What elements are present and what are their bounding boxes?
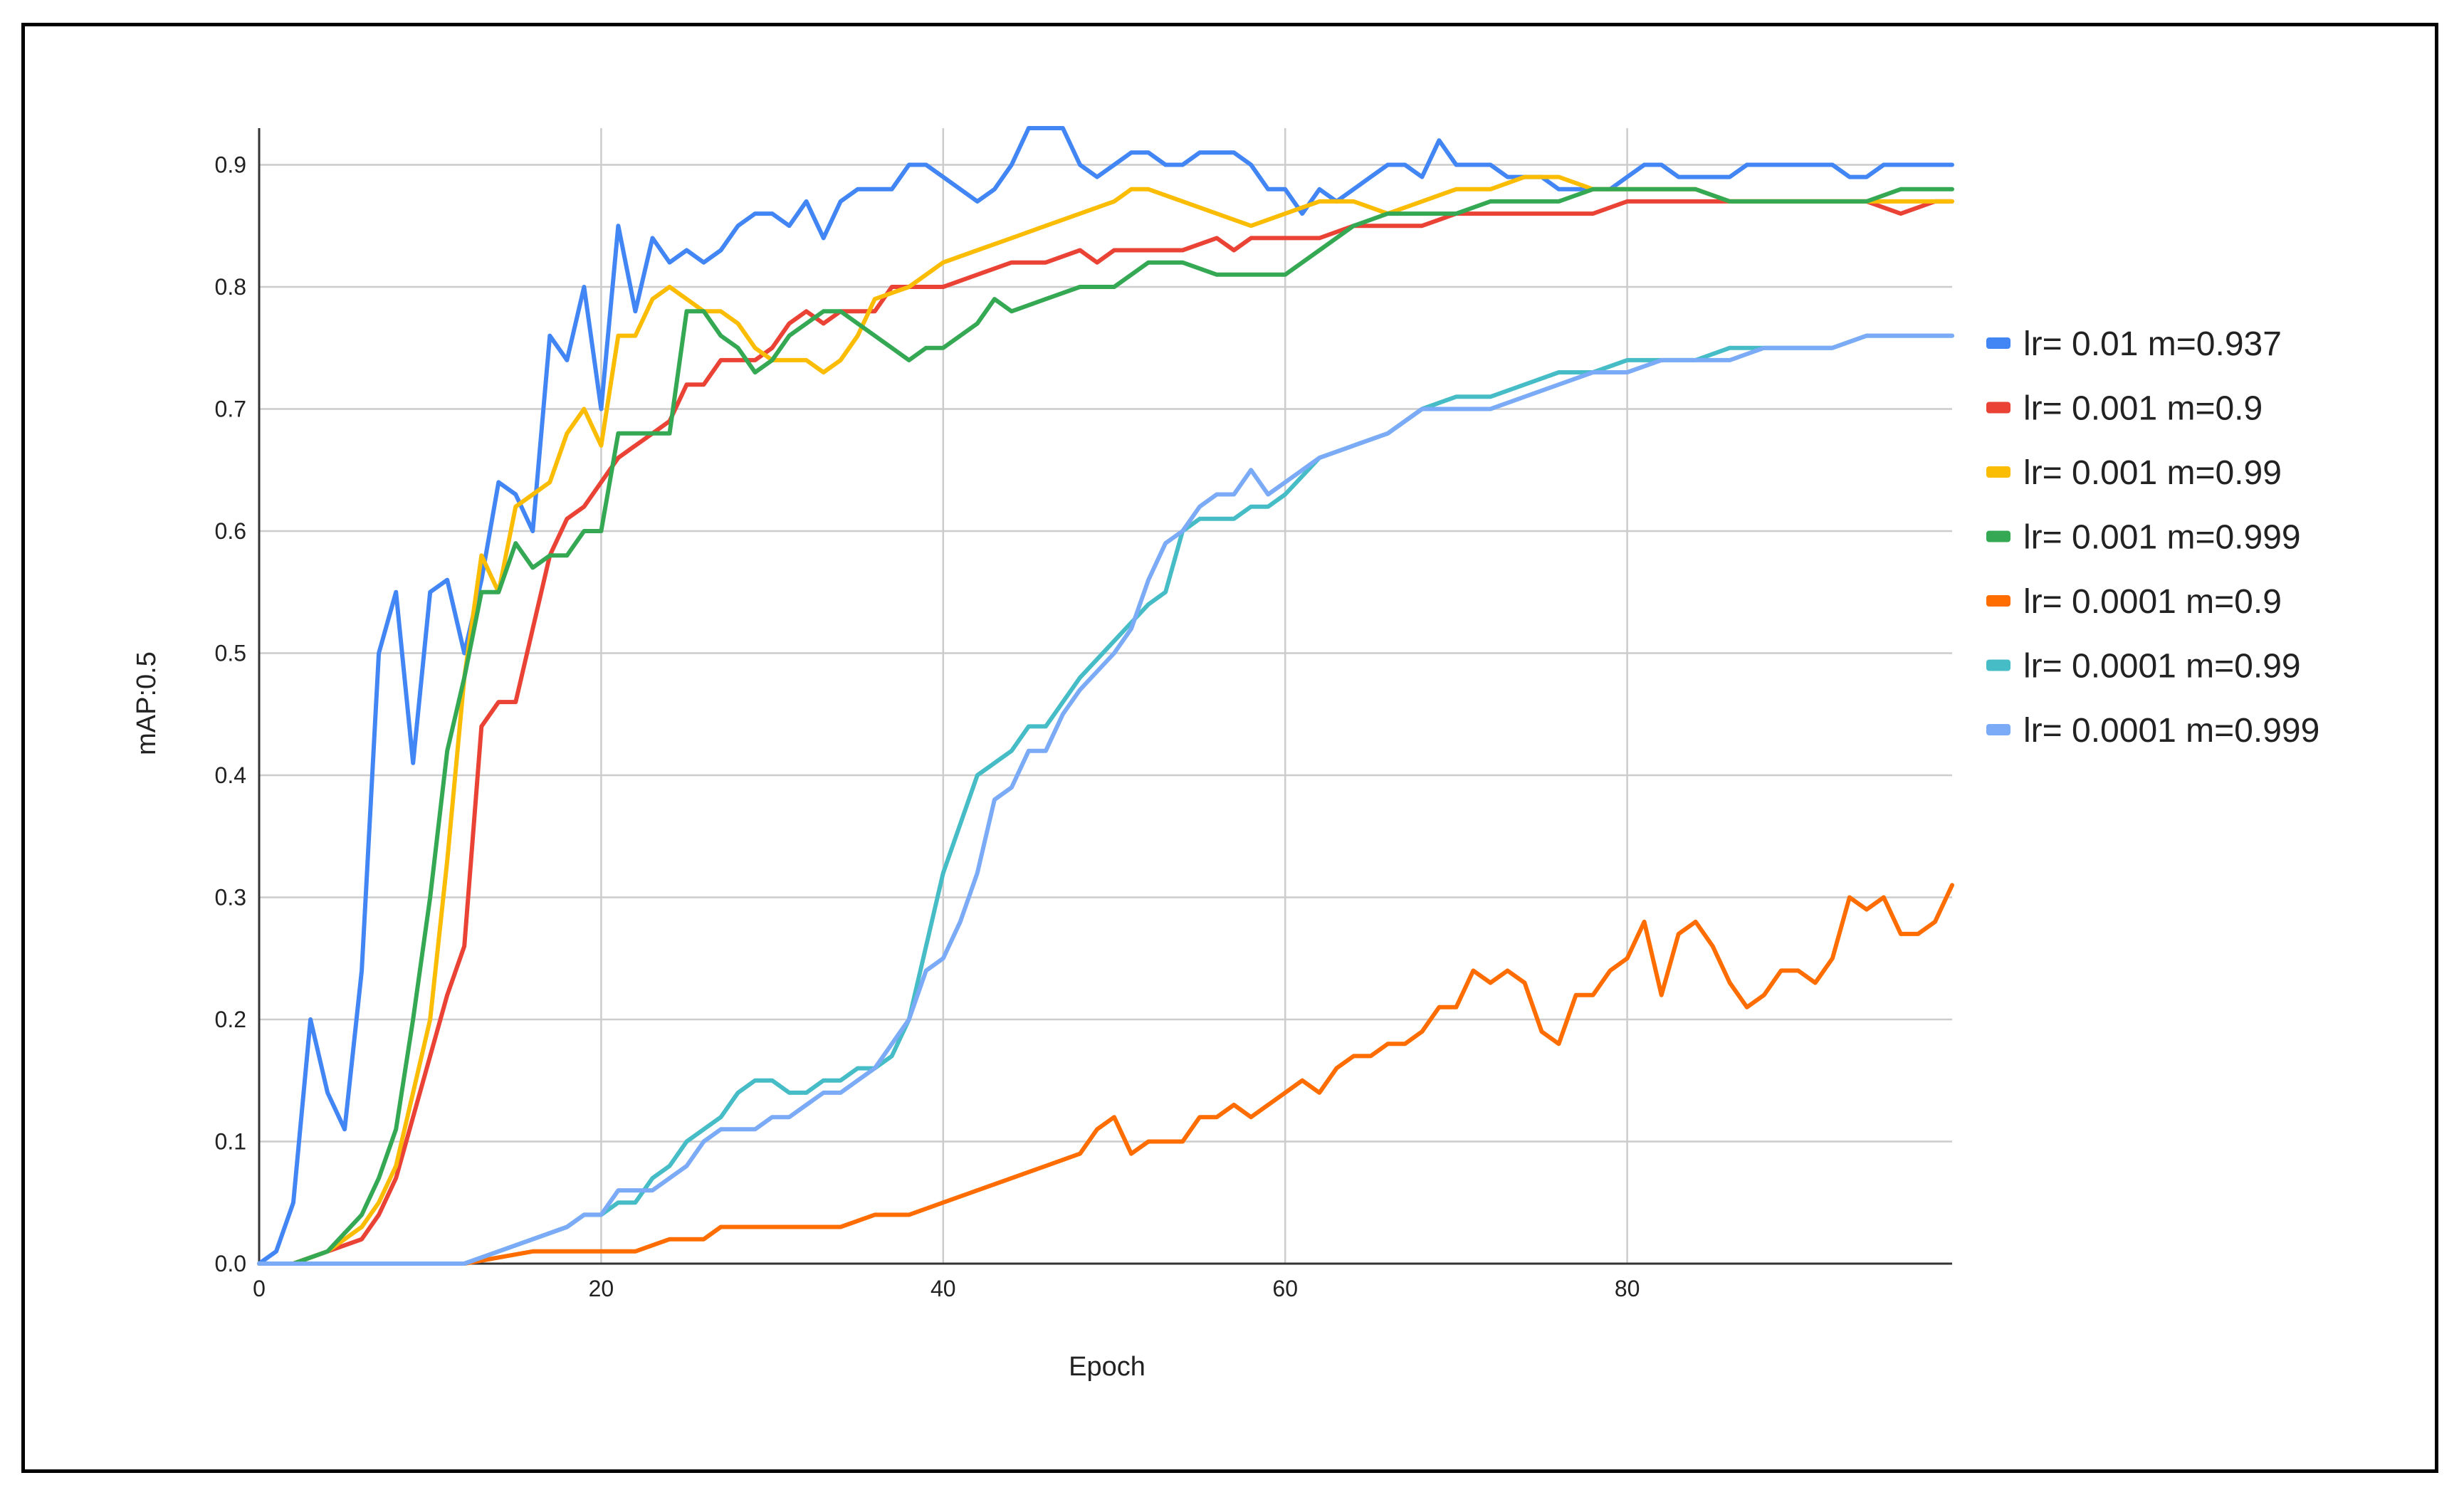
legend-label: lr= 0.001 m=0.999 [2023,519,2301,557]
x-tick-label: 20 [589,1276,614,1301]
y-tick-label: 0.5 [215,640,246,666]
x-tick-label: 60 [1272,1276,1298,1301]
y-tick-label: 0.2 [215,1007,246,1032]
x-axis-title: Epoch [1069,1352,1146,1382]
series-line-4 [257,187,1954,1266]
legend-swatch [1986,659,2010,671]
legend-swatch [1986,595,2010,607]
series-lines [257,126,1954,1266]
x-tick-label: 80 [1615,1276,1640,1301]
y-tick-label: 0.9 [215,152,246,177]
axes [258,128,1952,1265]
legend-swatch [1986,724,2010,735]
x-tick-label: 40 [930,1276,956,1301]
legend-label: lr= 0.001 m=0.9 [2023,390,2263,428]
chart-frame [21,23,2438,1473]
legend-swatch [1986,466,2010,478]
y-axis-title: mAP:0.5 [132,651,162,755]
y-tick-label: 0.6 [215,518,246,544]
y-tick-label: 0.1 [215,1128,246,1154]
series-line-2 [257,199,1954,1266]
legend-swatch [1986,402,2010,414]
legend-label: lr= 0.0001 m=0.99 [2023,648,2301,686]
series-line-3 [257,174,1954,1266]
series-line-1 [257,126,1954,1266]
x-tick-label: 0 [253,1276,266,1301]
legend: lr= 0.01 m=0.937 lr= 0.001 m=0.9 lr= 0.001… [1986,325,2319,750]
legend-label: lr= 0.01 m=0.937 [2023,325,2282,363]
series-line-7 [257,333,1954,1266]
series-line-5 [257,883,1954,1266]
y-tick-label: 0.8 [215,274,246,300]
legend-label: lr= 0.0001 m=0.999 [2023,712,2319,750]
legend-label: lr= 0.0001 m=0.9 [2023,583,2282,621]
legend-swatch [1986,530,2010,542]
y-tick-label: 0.4 [215,762,246,788]
grid [259,128,1952,1264]
y-tick-label: 0.3 [215,884,246,910]
y-tick-label: 0.0 [215,1251,246,1276]
legend-label: lr= 0.001 m=0.99 [2023,454,2282,492]
tick-labels: 0.0 0.1 0.2 0.3 0.4 0.5 0.6 0.7 0.8 0.9 0 20 40 60 80 [215,152,1640,1301]
y-tick-label: 0.7 [215,396,246,421]
legend-swatch [1986,337,2010,349]
